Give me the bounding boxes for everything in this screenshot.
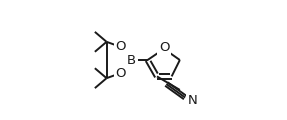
Text: O: O — [115, 67, 126, 80]
Text: O: O — [115, 40, 126, 53]
Text: B: B — [127, 54, 136, 66]
Text: O: O — [159, 41, 169, 54]
Text: N: N — [188, 94, 197, 107]
